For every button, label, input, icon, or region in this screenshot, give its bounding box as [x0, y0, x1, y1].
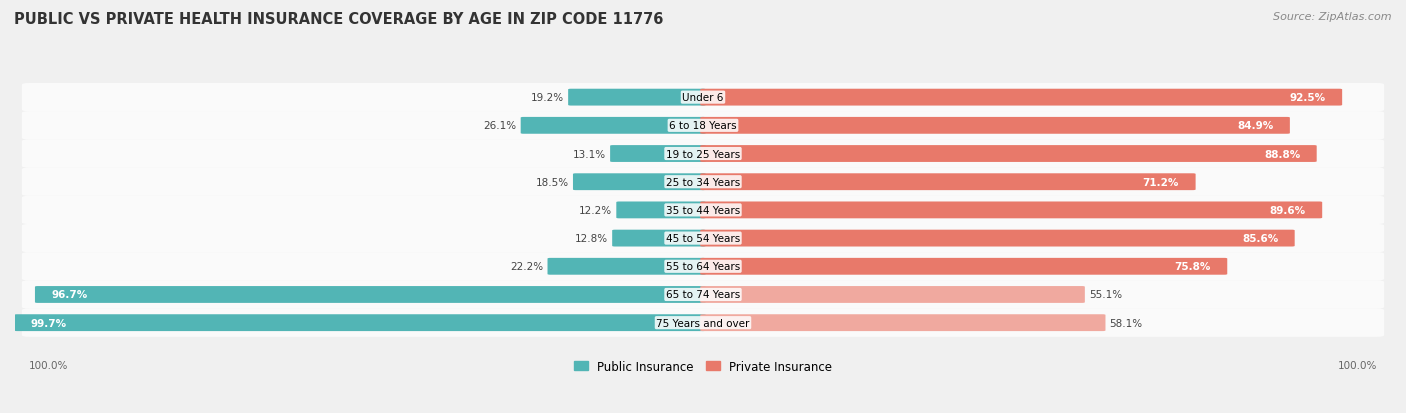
- Text: 6 to 18 Years: 6 to 18 Years: [669, 121, 737, 131]
- FancyBboxPatch shape: [700, 174, 1195, 191]
- Text: 84.9%: 84.9%: [1237, 121, 1274, 131]
- FancyBboxPatch shape: [568, 90, 706, 106]
- Text: 88.8%: 88.8%: [1264, 149, 1301, 159]
- Text: Source: ZipAtlas.com: Source: ZipAtlas.com: [1274, 12, 1392, 22]
- FancyBboxPatch shape: [22, 168, 1384, 196]
- FancyBboxPatch shape: [574, 174, 706, 191]
- Text: 45 to 54 Years: 45 to 54 Years: [666, 233, 740, 244]
- FancyBboxPatch shape: [22, 112, 1384, 140]
- FancyBboxPatch shape: [35, 286, 706, 303]
- Text: 75.8%: 75.8%: [1174, 262, 1211, 272]
- Text: 89.6%: 89.6%: [1270, 205, 1306, 216]
- Text: 96.7%: 96.7%: [52, 290, 87, 300]
- FancyBboxPatch shape: [22, 281, 1384, 309]
- FancyBboxPatch shape: [22, 309, 1384, 337]
- FancyBboxPatch shape: [700, 258, 1227, 275]
- FancyBboxPatch shape: [700, 202, 1322, 219]
- Text: 55.1%: 55.1%: [1090, 290, 1122, 300]
- FancyBboxPatch shape: [700, 286, 1085, 303]
- Text: 18.5%: 18.5%: [536, 177, 569, 187]
- Text: 92.5%: 92.5%: [1289, 93, 1326, 103]
- FancyBboxPatch shape: [700, 314, 1105, 331]
- Text: 12.2%: 12.2%: [579, 205, 612, 216]
- FancyBboxPatch shape: [700, 230, 1295, 247]
- Text: 22.2%: 22.2%: [510, 262, 543, 272]
- FancyBboxPatch shape: [22, 224, 1384, 253]
- Text: 35 to 44 Years: 35 to 44 Years: [666, 205, 740, 216]
- Text: 100.0%: 100.0%: [28, 360, 67, 370]
- FancyBboxPatch shape: [14, 314, 706, 331]
- FancyBboxPatch shape: [22, 84, 1384, 112]
- Text: 25 to 34 Years: 25 to 34 Years: [666, 177, 740, 187]
- Text: 65 to 74 Years: 65 to 74 Years: [666, 290, 740, 300]
- Text: 26.1%: 26.1%: [484, 121, 516, 131]
- FancyBboxPatch shape: [22, 140, 1384, 168]
- Text: 55 to 64 Years: 55 to 64 Years: [666, 262, 740, 272]
- FancyBboxPatch shape: [22, 253, 1384, 281]
- FancyBboxPatch shape: [547, 258, 706, 275]
- Text: 75 Years and over: 75 Years and over: [657, 318, 749, 328]
- Text: 12.8%: 12.8%: [575, 233, 607, 244]
- FancyBboxPatch shape: [612, 230, 706, 247]
- FancyBboxPatch shape: [616, 202, 706, 219]
- Text: 100.0%: 100.0%: [1339, 360, 1378, 370]
- FancyBboxPatch shape: [700, 118, 1289, 134]
- Legend: Public Insurance, Private Insurance: Public Insurance, Private Insurance: [569, 355, 837, 377]
- Text: 19 to 25 Years: 19 to 25 Years: [666, 149, 740, 159]
- Text: 19.2%: 19.2%: [531, 93, 564, 103]
- Text: 58.1%: 58.1%: [1109, 318, 1143, 328]
- FancyBboxPatch shape: [700, 90, 1343, 106]
- Text: Under 6: Under 6: [682, 93, 724, 103]
- FancyBboxPatch shape: [520, 118, 706, 134]
- Text: 85.6%: 85.6%: [1241, 233, 1278, 244]
- FancyBboxPatch shape: [610, 146, 706, 163]
- Text: 99.7%: 99.7%: [31, 318, 67, 328]
- Text: PUBLIC VS PRIVATE HEALTH INSURANCE COVERAGE BY AGE IN ZIP CODE 11776: PUBLIC VS PRIVATE HEALTH INSURANCE COVER…: [14, 12, 664, 27]
- FancyBboxPatch shape: [700, 146, 1316, 163]
- Text: 71.2%: 71.2%: [1143, 177, 1180, 187]
- Text: 13.1%: 13.1%: [572, 149, 606, 159]
- FancyBboxPatch shape: [22, 196, 1384, 224]
